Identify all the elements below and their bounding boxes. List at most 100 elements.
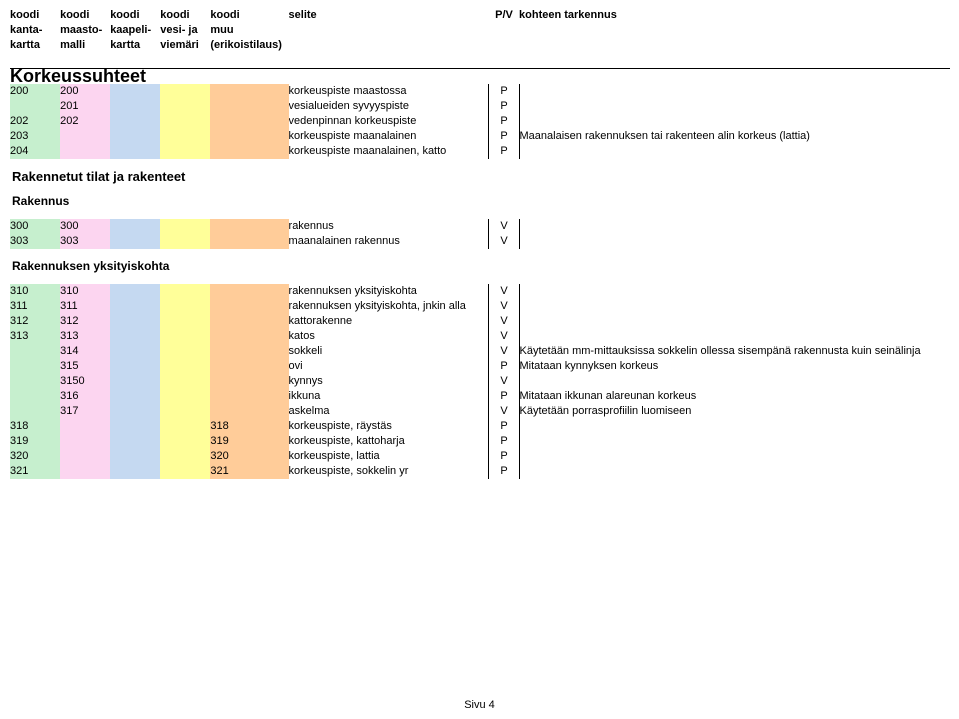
code-kaapelikartta — [110, 449, 160, 464]
code-kantakartta: 321 — [10, 464, 60, 479]
code-muu — [210, 219, 288, 234]
pv: V — [489, 404, 519, 419]
code-muu — [210, 84, 288, 99]
pv: V — [489, 314, 519, 329]
selite: korkeuspiste, sokkelin yr — [289, 464, 489, 479]
code-kaapelikartta — [110, 219, 160, 234]
code-vesiviemari — [160, 419, 210, 434]
code-kaapelikartta — [110, 404, 160, 419]
code-kaapelikartta — [110, 234, 160, 249]
row — [10, 159, 950, 169]
row: 303303maanalainen rakennusV — [10, 234, 950, 249]
code-muu — [210, 359, 288, 374]
code-vesiviemari — [160, 464, 210, 479]
selite: korkeuspiste maanalainen, katto — [289, 144, 489, 159]
selite: vedenpinnan korkeuspiste — [289, 114, 489, 129]
header-col0: koodikanta-kartta — [10, 8, 60, 53]
pv: P — [489, 99, 519, 114]
row: 312312kattorakenneV — [10, 314, 950, 329]
row: 203 korkeuspiste maanalainenPMaanalaisen … — [10, 129, 950, 144]
pv: P — [489, 129, 519, 144]
code-maastomalli: 201 — [60, 99, 110, 114]
code-kantakartta: 318 — [10, 419, 60, 434]
kohteen-tarkennus: Maanalaisen rakennuksen tai rakenteen al… — [519, 129, 950, 144]
pv: V — [489, 374, 519, 389]
kohteen-tarkennus — [519, 314, 950, 329]
page-footer: Sivu 4 — [10, 699, 949, 711]
row: Rakennus — [10, 194, 950, 209]
code-vesiviemari — [160, 359, 210, 374]
code-maastomalli: 300 — [60, 219, 110, 234]
code-muu — [210, 114, 288, 129]
row: Rakennuksen yksityiskohta — [10, 259, 950, 274]
pv: P — [489, 144, 519, 159]
code-muu: 321 — [210, 464, 288, 479]
code-muu — [210, 374, 288, 389]
code-kaapelikartta — [110, 299, 160, 314]
row: 321321korkeuspiste, sokkelin yrP — [10, 464, 950, 479]
code-vesiviemari — [160, 374, 210, 389]
kohteen-tarkennus: Käytetään porrasprofiilin luomiseen — [519, 404, 950, 419]
selite: askelma — [289, 404, 489, 419]
code-vesiviemari — [160, 314, 210, 329]
pv: P — [489, 464, 519, 479]
header-col7: kohteen tarkennus — [519, 8, 950, 53]
row: Rakennetut tilat ja rakenteet — [10, 169, 950, 184]
code-maastomalli — [60, 449, 110, 464]
code-kaapelikartta — [110, 464, 160, 479]
kohteen-tarkennus — [519, 219, 950, 234]
pv: P — [489, 449, 519, 464]
header-col4: koodimuu(erikoistilaus) — [210, 8, 288, 53]
kohteen-tarkennus — [519, 114, 950, 129]
code-muu — [210, 129, 288, 144]
code-maastomalli: 315 — [60, 359, 110, 374]
code-maastomalli: 312 — [60, 314, 110, 329]
section-heading: Rakennuksen yksityiskohta — [10, 259, 950, 274]
code-muu — [210, 284, 288, 299]
code-kantakartta: 310 — [10, 284, 60, 299]
code-kantakartta — [10, 359, 60, 374]
row: Korkeussuhteet — [10, 68, 950, 84]
code-kantakartta — [10, 389, 60, 404]
code-kaapelikartta — [110, 389, 160, 404]
code-maastomalli: 303 — [60, 234, 110, 249]
code-table: koodikanta-karttakoodimaasto-mallikoodik… — [10, 8, 950, 479]
pv: V — [489, 329, 519, 344]
code-vesiviemari — [160, 114, 210, 129]
code-maastomalli — [60, 419, 110, 434]
row: 314sokkeliVKäytetään mm-mittauksissa sok… — [10, 344, 950, 359]
code-muu — [210, 299, 288, 314]
code-maastomalli: 311 — [60, 299, 110, 314]
pv: P — [489, 359, 519, 374]
kohteen-tarkennus: Mitataan ikkunan alareunan korkeus — [519, 389, 950, 404]
row: 313313katosV — [10, 329, 950, 344]
code-vesiviemari — [160, 84, 210, 99]
code-vesiviemari — [160, 99, 210, 114]
pv: V — [489, 219, 519, 234]
code-maastomalli: 200 — [60, 84, 110, 99]
code-kantakartta: 202 — [10, 114, 60, 129]
code-vesiviemari — [160, 329, 210, 344]
code-kantakartta: 320 — [10, 449, 60, 464]
selite: maanalainen rakennus — [289, 234, 489, 249]
code-vesiviemari — [160, 284, 210, 299]
code-kantakartta: 204 — [10, 144, 60, 159]
code-kantakartta — [10, 374, 60, 389]
pv: V — [489, 234, 519, 249]
code-kantakartta: 203 — [10, 129, 60, 144]
code-kantakartta — [10, 99, 60, 114]
selite: sokkeli — [289, 344, 489, 359]
pv: V — [489, 299, 519, 314]
row: 310310rakennuksen yksityiskohtaV — [10, 284, 950, 299]
code-vesiviemari — [160, 144, 210, 159]
row — [10, 274, 950, 284]
row: 200200korkeuspiste maastossaP — [10, 84, 950, 99]
kohteen-tarkennus — [519, 84, 950, 99]
selite: korkeuspiste maanalainen — [289, 129, 489, 144]
code-kaapelikartta — [110, 314, 160, 329]
selite: rakennuksen yksityiskohta, jnkin alla — [289, 299, 489, 314]
code-muu — [210, 389, 288, 404]
code-vesiviemari — [160, 389, 210, 404]
kohteen-tarkennus — [519, 419, 950, 434]
row — [10, 209, 950, 219]
